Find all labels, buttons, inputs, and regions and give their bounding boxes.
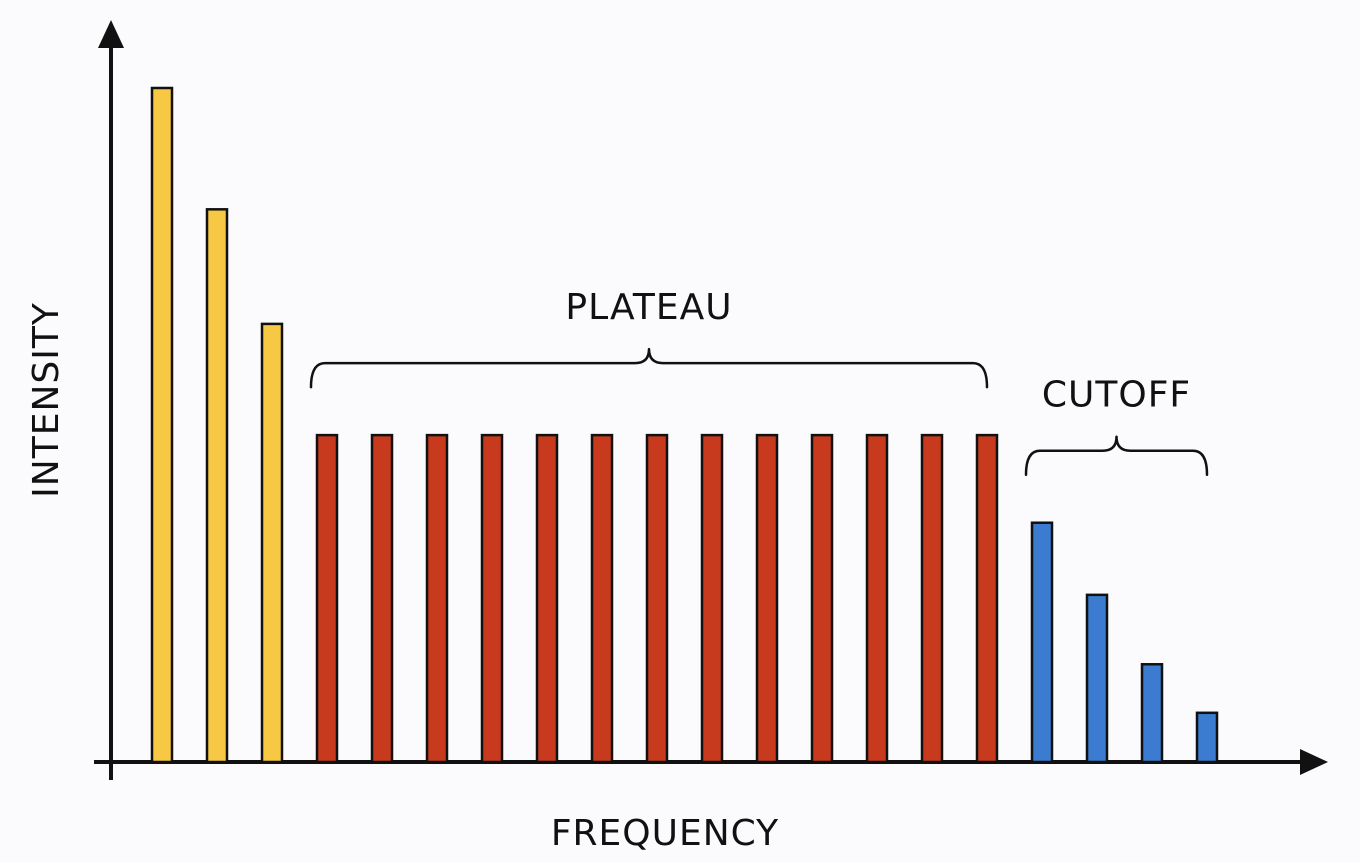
bar-series1-3 <box>260 322 284 764</box>
bar-series2-5 <box>535 433 559 764</box>
annotation-brace-2 <box>1024 435 1209 476</box>
bar-series2-7 <box>645 433 669 764</box>
bar-series2-13 <box>975 433 999 764</box>
bar-series2-3 <box>425 433 449 764</box>
bar-series2-4 <box>480 433 504 764</box>
y-axis-title: INTENSITY <box>26 302 67 498</box>
annotation-label-1: PLATEAU <box>565 287 732 328</box>
bar-series3-4 <box>1195 711 1219 764</box>
bars-group <box>150 86 1219 764</box>
bar-series2-6 <box>590 433 614 764</box>
bar-series2-2 <box>370 433 394 764</box>
bar-series1-1 <box>150 86 174 764</box>
bar-series2-8 <box>700 433 724 764</box>
y-axis-arrow <box>98 20 124 48</box>
bar-series1-2 <box>205 208 229 764</box>
x-axis-title: FREQUENCY <box>551 813 779 854</box>
bar-series3-1 <box>1030 521 1054 764</box>
x-axis-arrow <box>1300 749 1328 775</box>
bar-series2-1 <box>315 433 339 764</box>
annotation-brace-1 <box>309 347 989 389</box>
annotations-group: PLATEAU CUTOFF <box>309 287 1209 476</box>
bar-series3-2 <box>1085 593 1109 764</box>
bar-series3-3 <box>1140 663 1164 764</box>
bar-series2-10 <box>810 433 834 764</box>
bar-series2-12 <box>920 433 944 764</box>
bar-series2-9 <box>755 433 779 764</box>
annotation-label-2: CUTOFF <box>1042 375 1191 416</box>
bar-series2-11 <box>865 433 889 764</box>
